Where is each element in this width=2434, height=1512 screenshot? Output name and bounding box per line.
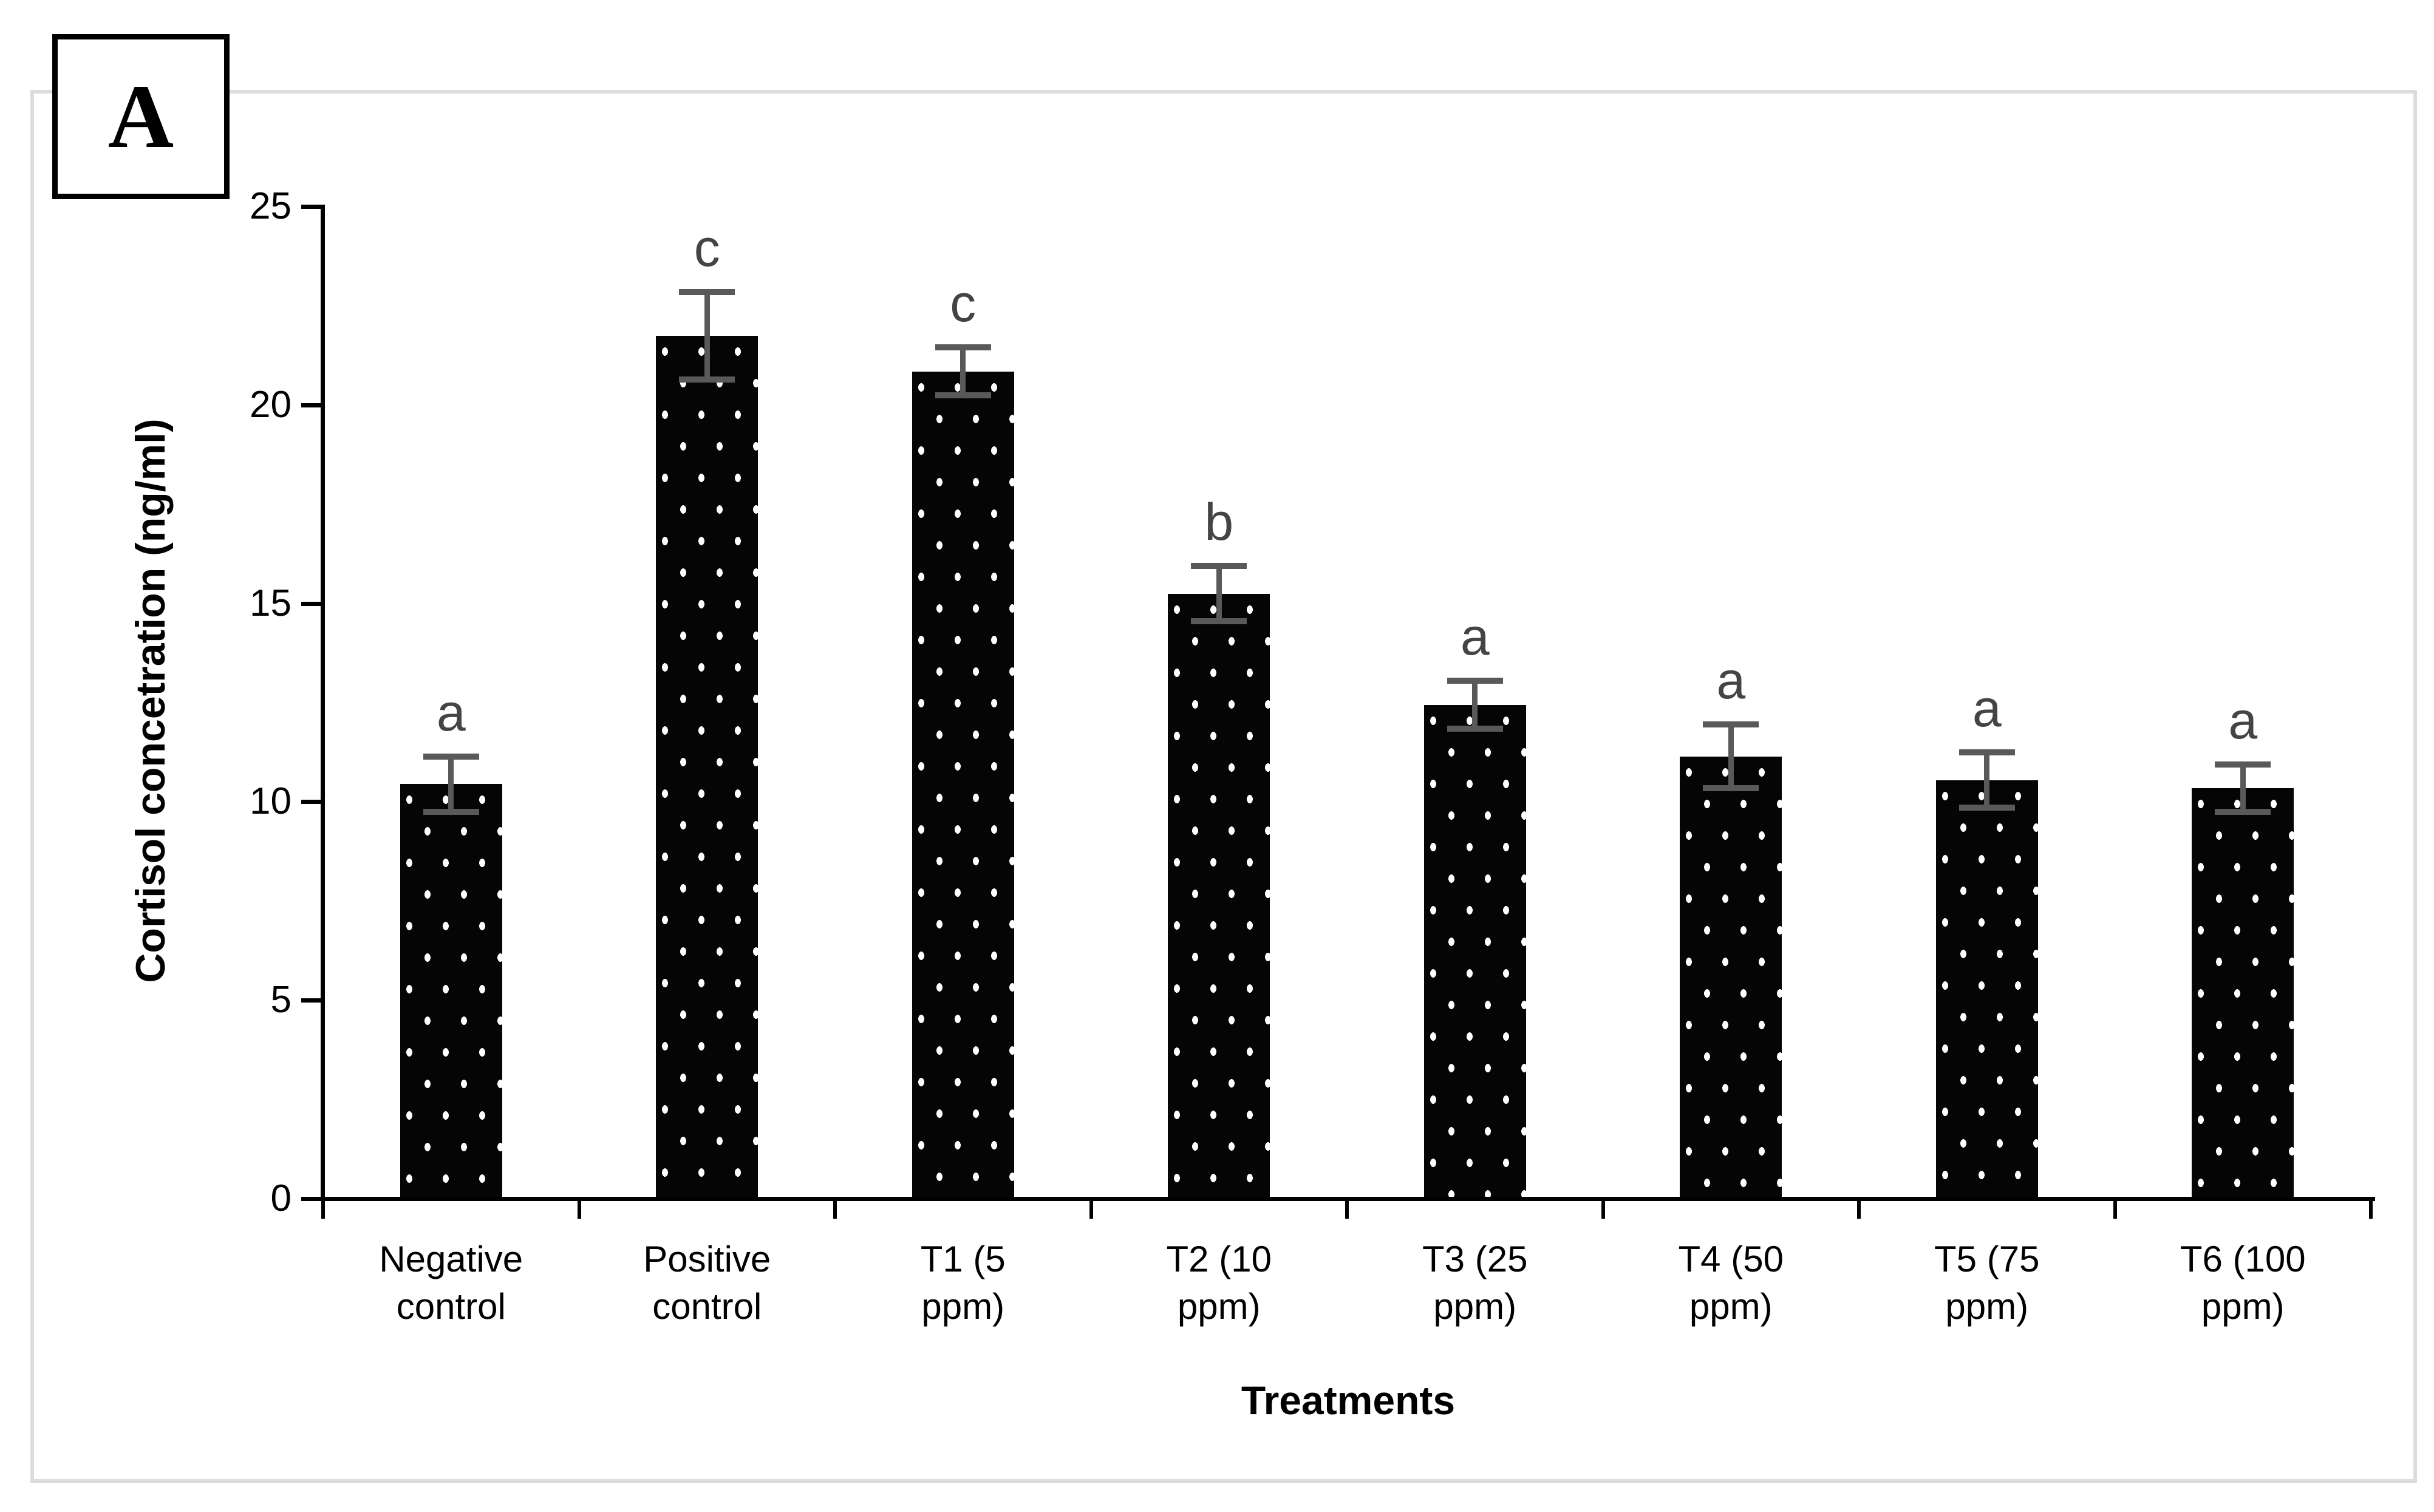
- x-category-label: T5 (75 ppm): [1934, 1239, 2040, 1327]
- x-category-label: T6 (100 ppm): [2180, 1239, 2306, 1327]
- error-bar-top-cap: [1958, 749, 2015, 755]
- error-bar-top-cap: [1191, 562, 1247, 569]
- error-bar-top-cap: [1703, 721, 1759, 728]
- error-bar-bottom-cap: [1447, 725, 1503, 732]
- significance-letter: a: [1716, 652, 1746, 710]
- bar-1: [400, 784, 502, 1197]
- x-category-label: T2 (10 ppm): [1166, 1239, 1272, 1327]
- panel-label: A: [107, 66, 174, 167]
- bar-4: [1168, 593, 1270, 1197]
- x-tick-mark: [833, 1197, 837, 1219]
- x-tick-mark: [2113, 1197, 2117, 1219]
- x-tick-mark: [2369, 1197, 2373, 1219]
- y-tick-mark: [301, 205, 323, 209]
- y-tick-mark: [301, 1197, 323, 1201]
- x-tick-mark: [1089, 1197, 1093, 1219]
- significance-letter: b: [1204, 492, 1234, 551]
- significance-letter: a: [2228, 691, 2258, 750]
- x-tick-mark: [577, 1197, 581, 1219]
- error-bar-line: [1472, 681, 1478, 729]
- significance-letter: a: [1972, 679, 2002, 738]
- bar-2: [656, 335, 758, 1197]
- y-tick-label: 15: [250, 582, 291, 624]
- error-bar-top-cap: [2215, 761, 2271, 768]
- error-bar-line: [704, 291, 710, 380]
- bar-8: [2192, 788, 2294, 1197]
- chart-outer-frame: [30, 90, 2417, 1483]
- error-bar-bottom-cap: [935, 392, 991, 398]
- y-tick-label: 20: [250, 383, 291, 426]
- bar-3: [912, 371, 1014, 1197]
- y-tick-mark: [301, 998, 323, 1003]
- error-bar-top-cap: [935, 344, 991, 351]
- x-category-label: Positive control: [643, 1239, 771, 1327]
- y-tick-label: 0: [270, 1177, 291, 1219]
- error-bar-bottom-cap: [679, 376, 735, 383]
- bar-7: [1935, 780, 2038, 1197]
- x-tick-mark: [1857, 1197, 1861, 1219]
- x-category-label: T4 (50 ppm): [1678, 1239, 1784, 1327]
- error-bar-bottom-cap: [2215, 809, 2271, 815]
- error-bar-line: [1984, 752, 1990, 808]
- bar-6: [1680, 756, 1782, 1197]
- y-tick-mark: [301, 601, 323, 606]
- y-axis-title: Cortisol concetration (ng/ml): [128, 418, 174, 983]
- error-bar-top-cap: [423, 753, 479, 760]
- error-bar-line: [448, 756, 454, 812]
- x-axis-title: Treatments: [1241, 1378, 1456, 1423]
- error-bar-bottom-cap: [1191, 618, 1247, 625]
- y-tick-mark: [301, 403, 323, 407]
- error-bar-bottom-cap: [1958, 805, 2015, 811]
- significance-letter: a: [1460, 608, 1490, 667]
- bar-5: [1423, 704, 1526, 1197]
- error-bar-line: [1728, 724, 1734, 788]
- error-bar-top-cap: [1447, 678, 1503, 684]
- error-bar-line: [2240, 764, 2246, 812]
- error-bar-bottom-cap: [423, 809, 479, 815]
- y-tick-label: 5: [270, 979, 291, 1021]
- error-bar-line: [960, 347, 966, 395]
- significance-letter: c: [950, 274, 977, 333]
- significance-letter: c: [694, 219, 720, 278]
- x-tick-mark: [1601, 1197, 1605, 1219]
- panel-label-box: A: [52, 34, 230, 199]
- significance-letter: a: [436, 683, 466, 742]
- x-category-label: Negative control: [379, 1239, 523, 1327]
- error-bar-bottom-cap: [1703, 785, 1759, 791]
- x-category-label: T1 (5 ppm): [920, 1239, 1006, 1327]
- y-tick-label: 25: [250, 185, 291, 227]
- y-axis-line: [321, 205, 325, 1201]
- x-tick-mark: [321, 1197, 325, 1219]
- y-tick-mark: [301, 800, 323, 805]
- error-bar-line: [1216, 565, 1222, 622]
- y-tick-label: 10: [250, 780, 291, 823]
- error-bar-top-cap: [679, 288, 735, 295]
- x-category-label: T3 (25 ppm): [1422, 1239, 1528, 1327]
- x-tick-mark: [1345, 1197, 1349, 1219]
